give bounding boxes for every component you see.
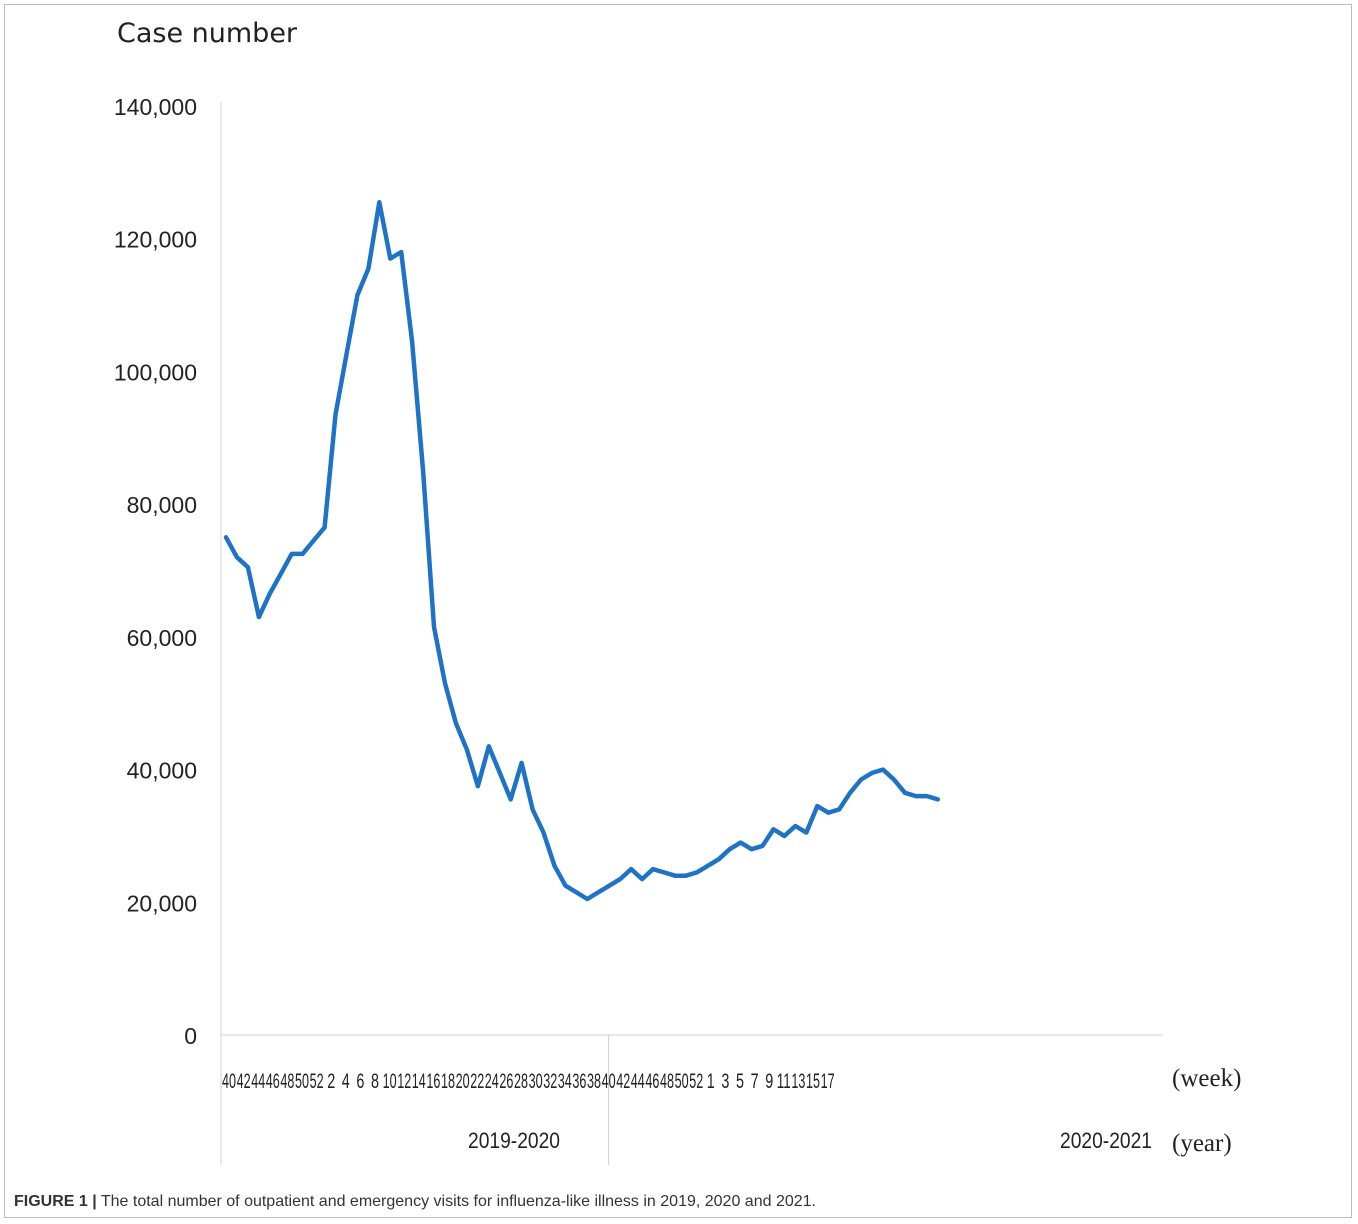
figure-caption: FIGURE 1 | The total number of outpatien… [14,1193,816,1211]
x-tick-label: 7 [751,1070,759,1093]
x-axis-year-title: (year) [1172,1130,1232,1157]
x-tick-label: 8 [371,1070,379,1093]
x-tick-label: 6 [356,1070,364,1093]
x-tick-label: 42 [237,1070,251,1093]
x-tick-label: 24 [485,1070,499,1093]
y-tick-label: 40,000 [127,758,197,784]
x-tick-label: 44 [631,1070,645,1093]
x-tick-label: 16 [426,1070,440,1093]
x-tick-label: 30 [529,1070,543,1093]
x-tick-label: 4 [342,1070,350,1093]
x-tick-label: 48 [660,1070,674,1093]
y-tick-label: 60,000 [127,625,197,651]
series-line-case-number [223,199,941,902]
x-tick-label: 52 [689,1070,703,1093]
x-tick-label: 40 [602,1070,616,1093]
x-tick-label: 42 [616,1070,630,1093]
y-tick-label: 20,000 [127,890,197,916]
x-axis-week-title: (week) [1172,1065,1241,1092]
y-tick-label: 100,000 [114,359,197,385]
x-tick-label: 18 [441,1070,455,1093]
y-tick-label: 0 [184,1023,197,1049]
x-tick-label: 22 [470,1070,484,1093]
caption-label: FIGURE 1 | [14,1193,97,1210]
x-tick-label: 34 [558,1070,572,1093]
x-tick-label: 50 [295,1070,309,1093]
x-tick-label: 20 [456,1070,470,1093]
x-tick-label: 13 [791,1070,805,1093]
x-tick-label: 32 [543,1070,557,1093]
year-label: 2020-2021 [1060,1128,1152,1153]
x-tick-label: 48 [280,1070,294,1093]
x-tick-label: 10 [383,1070,397,1093]
x-tick-label: 50 [675,1070,689,1093]
x-tick-label: 17 [821,1070,835,1093]
y-tick-label: 140,000 [114,94,197,120]
x-tick-label: 26 [499,1070,513,1093]
x-tick-label: 12 [397,1070,411,1093]
x-tick-label: 11 [777,1070,791,1093]
x-tick-label: 3 [721,1070,729,1093]
x-tick-label: 46 [645,1070,659,1093]
x-tick-label: 9 [765,1070,773,1093]
year-label: 2019-2020 [468,1128,560,1153]
x-tick-label: 28 [514,1070,528,1093]
x-tick-label: 36 [572,1070,586,1093]
x-tick-label: 1 [707,1070,715,1093]
x-tick-label: 15 [806,1070,820,1093]
y-tick-label: 120,000 [114,227,197,253]
y-tick-label: 80,000 [127,492,197,518]
x-tick-label: 14 [412,1070,426,1093]
x-tick-label: 38 [587,1070,601,1093]
y-axis-title: Case number [117,18,298,49]
x-tick-label: 2 [327,1070,335,1093]
x-tick-label: 44 [251,1070,265,1093]
x-tick-label: 40 [222,1070,236,1093]
figure-frame [4,4,1352,1218]
x-tick-label: 46 [266,1070,280,1093]
x-tick-label: 52 [310,1070,324,1093]
x-tick-label: 5 [736,1070,744,1093]
caption-text: The total number of outpatient and emerg… [100,1193,816,1210]
